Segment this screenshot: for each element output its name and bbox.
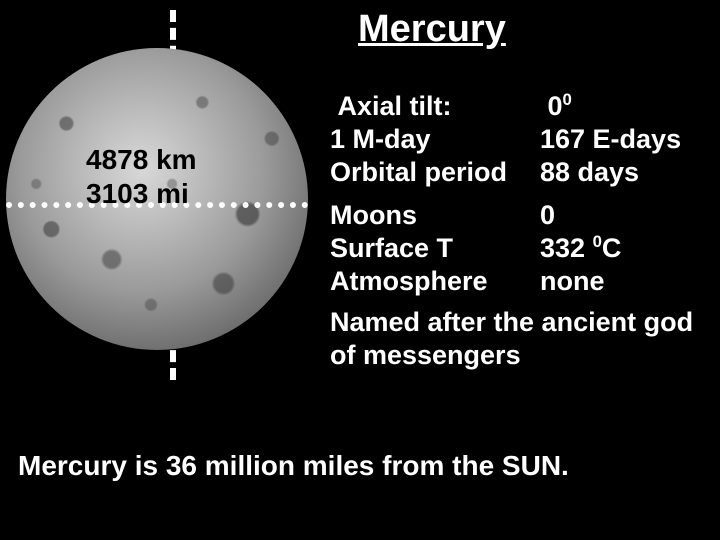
fact-value: 0: [540, 199, 718, 232]
fact-value: none: [540, 265, 718, 298]
named-after-note: Named after the ancient god of messenger…: [330, 306, 718, 372]
fact-value: 167 E-days: [540, 123, 718, 156]
diameter-km: 4878 km: [86, 144, 197, 176]
fact-value: 332 0C: [540, 232, 718, 265]
facts-block: Axial tilt: 00 1 M-day 167 E-days Orbita…: [330, 90, 718, 372]
distance-footer: Mercury is 36 million miles from the SUN…: [18, 450, 569, 482]
fact-value: 00: [540, 90, 718, 123]
fact-value: 88 days: [540, 156, 718, 189]
page-title: Mercury: [358, 8, 506, 51]
fact-atmosphere: Atmosphere none: [330, 265, 718, 298]
fact-label: Atmosphere: [330, 265, 540, 298]
fact-surface-t: Surface T 332 0C: [330, 232, 718, 265]
fact-label: Axial tilt:: [330, 90, 540, 123]
fact-label: Moons: [330, 199, 540, 232]
fact-label: Surface T: [330, 232, 540, 265]
fact-orbit: Orbital period 88 days: [330, 156, 718, 189]
fact-axial-tilt: Axial tilt: 00: [330, 90, 718, 123]
diameter-mi: 3103 mi: [86, 178, 189, 210]
fact-label: 1 M-day: [330, 123, 540, 156]
fact-moons: Moons 0: [330, 199, 718, 232]
fact-label: Orbital period: [330, 156, 540, 189]
fact-day: 1 M-day 167 E-days: [330, 123, 718, 156]
